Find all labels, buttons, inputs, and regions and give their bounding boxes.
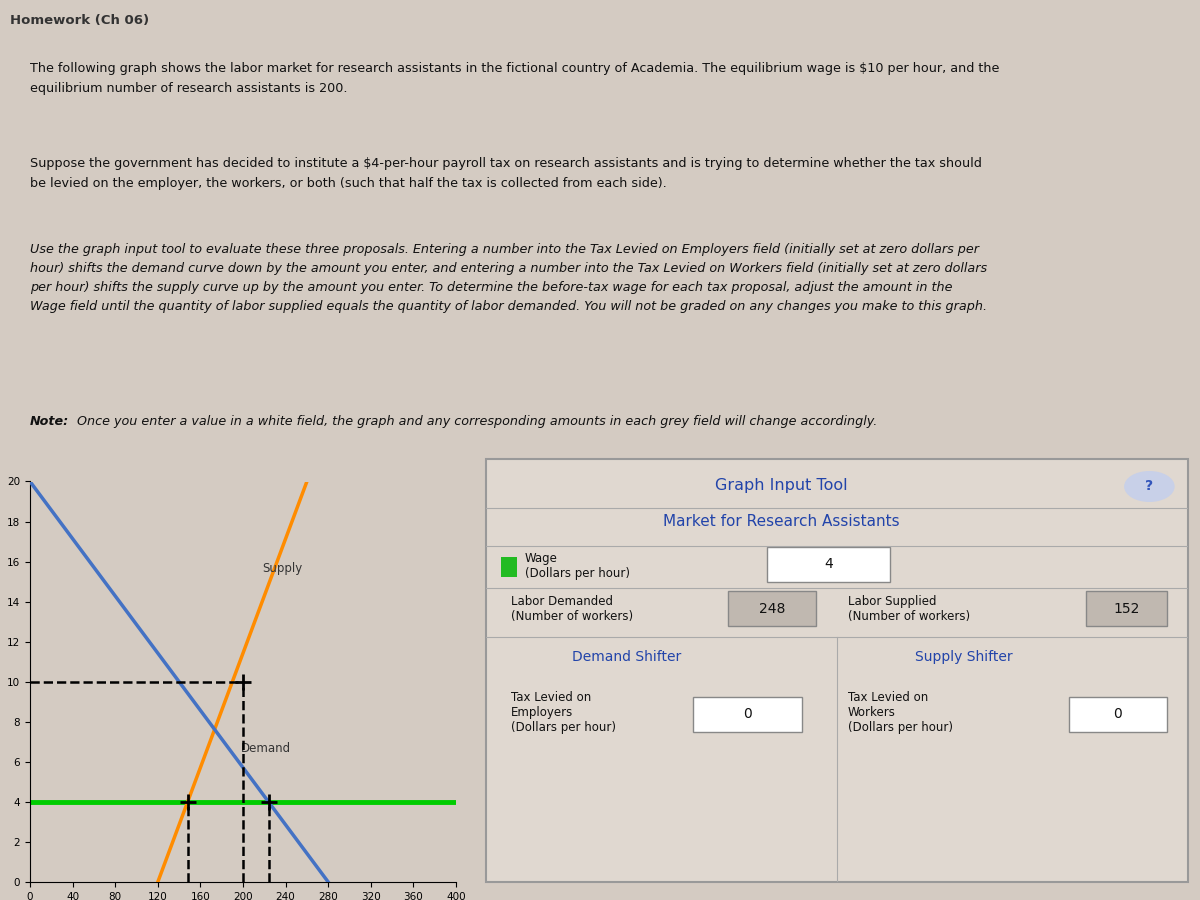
Text: Market for Research Assistants: Market for Research Assistants — [662, 514, 899, 529]
Text: Use the graph input tool to evaluate these three proposals. Entering a number in: Use the graph input tool to evaluate the… — [30, 243, 988, 313]
Text: Wage
(Dollars per hour): Wage (Dollars per hour) — [524, 552, 630, 580]
Text: 0: 0 — [743, 707, 752, 722]
FancyBboxPatch shape — [728, 591, 816, 626]
FancyBboxPatch shape — [694, 698, 802, 732]
Y-axis label: WAGE (Dollars per hour): WAGE (Dollars per hour) — [0, 614, 1, 750]
FancyBboxPatch shape — [502, 557, 517, 578]
Text: The following graph shows the labor market for research assistants in the fictio: The following graph shows the labor mark… — [30, 62, 1000, 95]
Text: Supply: Supply — [262, 562, 302, 574]
FancyBboxPatch shape — [767, 547, 889, 581]
FancyBboxPatch shape — [1086, 591, 1166, 626]
Text: 248: 248 — [758, 602, 785, 616]
Text: Suppose the government has decided to institute a $4-per-hour payroll tax on res: Suppose the government has decided to in… — [30, 158, 982, 191]
Circle shape — [1124, 472, 1174, 501]
Text: Tax Levied on
Workers
(Dollars per hour): Tax Levied on Workers (Dollars per hour) — [847, 691, 953, 734]
FancyBboxPatch shape — [1069, 698, 1166, 732]
Text: Once you enter a value in a white field, the graph and any corresponding amounts: Once you enter a value in a white field,… — [73, 415, 877, 428]
Text: Labor Supplied
(Number of workers): Labor Supplied (Number of workers) — [847, 595, 970, 623]
Text: Tax Levied on
Employers
(Dollars per hour): Tax Levied on Employers (Dollars per hou… — [510, 691, 616, 734]
Text: Labor Demanded
(Number of workers): Labor Demanded (Number of workers) — [510, 595, 632, 623]
Text: ?: ? — [1145, 479, 1153, 492]
Text: 0: 0 — [1114, 707, 1122, 722]
Text: Supply Shifter: Supply Shifter — [914, 650, 1012, 664]
Text: 152: 152 — [1114, 602, 1140, 616]
Text: Note:: Note: — [30, 415, 70, 428]
Text: Graph Input Tool: Graph Input Tool — [714, 478, 847, 493]
Text: Demand: Demand — [241, 742, 290, 755]
FancyBboxPatch shape — [486, 459, 1188, 882]
Text: Homework (Ch 06): Homework (Ch 06) — [10, 14, 149, 27]
Text: 4: 4 — [824, 557, 833, 572]
Text: Demand Shifter: Demand Shifter — [571, 650, 682, 664]
